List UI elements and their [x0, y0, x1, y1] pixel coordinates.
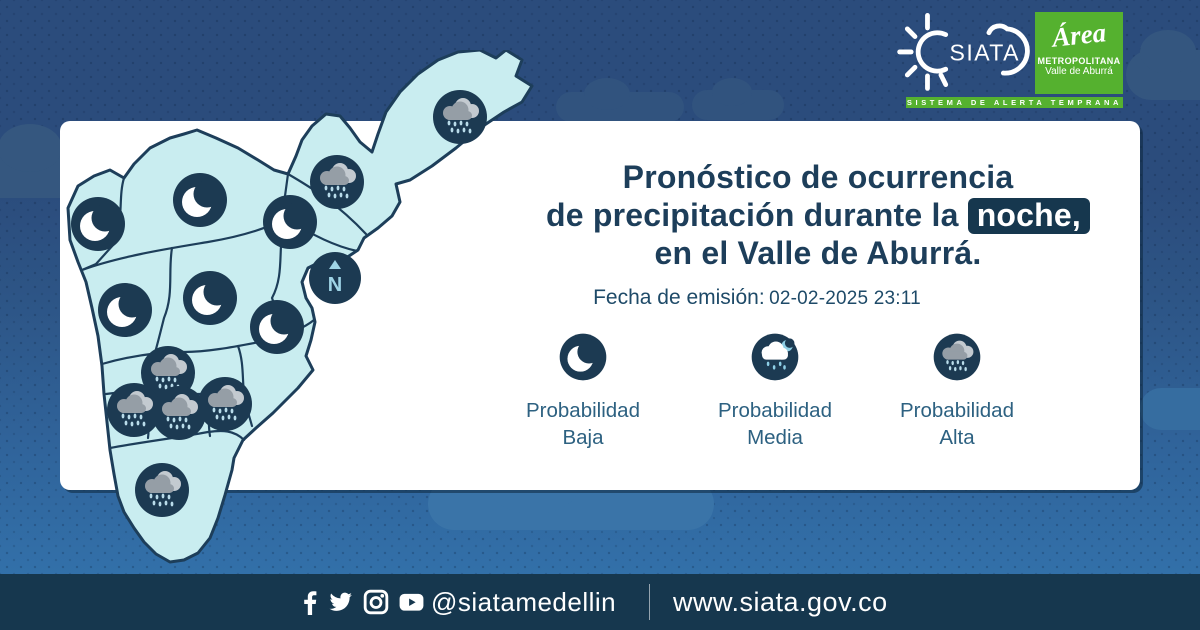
legend-item-media: Probabilidad Media — [685, 331, 865, 451]
cloud-decoration — [556, 78, 684, 122]
legend-label-baja: Probabilidad Baja — [526, 399, 640, 449]
area-logo-script: Área — [1050, 17, 1108, 53]
highlight-noche: noche, — [967, 198, 1091, 234]
twitter-icon — [329, 592, 352, 611]
footer-bar: @siatamedellin www.siata.gov.co — [0, 574, 1200, 630]
legend-label-alta: Probabilidad Alta — [900, 399, 1014, 449]
cloud-decoration — [692, 78, 784, 120]
moon-marker-baja — [173, 173, 227, 227]
siata-logo-text: SIATA — [950, 40, 1020, 66]
moon-marker-baja — [263, 195, 317, 249]
rain-marker-alta — [152, 386, 206, 440]
moon-marker-baja — [71, 197, 125, 251]
siata-logo: SIATA — [897, 13, 1030, 91]
area-logo-line3: Valle de Aburrá — [1045, 66, 1113, 77]
rain-marker-alta — [310, 155, 364, 209]
social-handle: @siatamedellin — [431, 587, 617, 617]
moon-icon — [559, 333, 607, 381]
emission-value: 02-02-2025 23:11 — [769, 288, 921, 309]
legend-item-alta: Probabilidad Alta — [867, 331, 1047, 451]
instagram-icon — [363, 589, 389, 615]
facebook-icon — [304, 591, 317, 615]
title-line1: Pronóstico de ocurrencia — [622, 159, 1014, 195]
social-icons — [301, 574, 425, 630]
moon-marker-baja — [183, 271, 237, 325]
title-line3: en el Valle de Aburrá. — [654, 235, 982, 271]
moon-marker-baja — [250, 300, 304, 354]
footer-divider — [649, 584, 650, 620]
alert-system-banner: SISTEMA DE ALERTA TEMPRANA — [906, 97, 1123, 108]
aburra-map: N — [66, 50, 534, 564]
north-compass: N — [309, 252, 361, 304]
area-metropolitana-logo: Área METROPOLITANA Valle de Aburrá — [1035, 12, 1123, 94]
emission-label: Fecha de emisión: — [593, 286, 765, 309]
emission-date: Fecha de emisión: 02-02-2025 23:11 — [520, 286, 994, 310]
area-logo-line2: METROPOLITANA — [1037, 56, 1121, 66]
cloud-decoration — [1126, 30, 1200, 100]
legend-label-media: Probabilidad Media — [718, 399, 832, 449]
moon-marker-baja — [98, 283, 152, 337]
cloud-outline-icon — [986, 23, 1030, 76]
title-line2: de precipitación durante la noche, — [546, 197, 1091, 234]
rain-icon — [933, 333, 981, 381]
rain-marker-alta — [198, 377, 252, 431]
cloud-decoration — [1140, 388, 1200, 430]
drizzle-icon — [751, 333, 799, 381]
compass-label: N — [328, 274, 342, 296]
website-url: www.siata.gov.co — [673, 587, 888, 617]
legend-item-baja: Probabilidad Baja — [493, 331, 673, 451]
sun-rays-icon — [897, 13, 949, 91]
sun-arc-icon — [915, 30, 949, 74]
page-title: Pronóstico de ocurrencia de precipitació… — [520, 158, 1116, 272]
rain-marker-alta — [433, 90, 487, 144]
youtube-icon — [399, 593, 424, 611]
rain-marker-alta — [135, 463, 189, 517]
